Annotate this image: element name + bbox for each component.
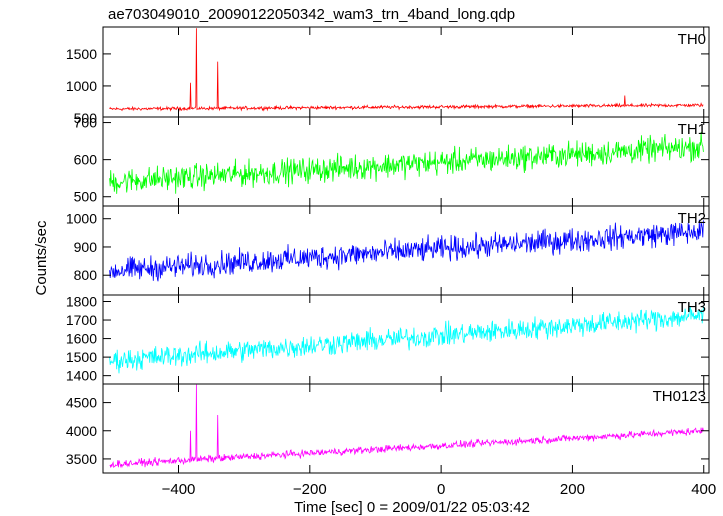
- panel-label-th1: TH1: [678, 121, 706, 138]
- y-tick-label: 1500: [66, 349, 97, 365]
- x-tick-label: 200: [560, 481, 585, 498]
- panel-label-th3: TH3: [678, 299, 706, 316]
- y-tick-label: 500: [74, 189, 98, 205]
- panel-th0: 500 1000 1500 TH0: [66, 26, 710, 126]
- panels-group: 500 1000 1500 TH0 500 600 700 TH1 800 900 1000 TH2 1…: [66, 26, 716, 498]
- panel-frame: [102, 26, 710, 118]
- panel-th2: 800 900 1000 TH2: [66, 205, 710, 296]
- y-tick-label: 1600: [66, 331, 97, 347]
- y-tick-label: 800: [74, 267, 98, 283]
- panel-th3: 1400 1500 1600 1700 1800 TH3: [66, 293, 710, 385]
- y-tick-label: 3500: [66, 451, 97, 467]
- y-tick-label: 600: [74, 152, 98, 168]
- series-line-th2: [109, 219, 704, 282]
- x-tick-label: −200: [293, 481, 327, 498]
- y-tick-label: 700: [74, 115, 98, 131]
- y-tick-label: 1400: [66, 368, 97, 384]
- panel-frame: [102, 383, 710, 474]
- y-tick-label: 500: [74, 110, 98, 126]
- panel-frame: [102, 116, 710, 207]
- series-line-th1: [109, 132, 704, 194]
- panel-th1: 500 600 700 TH1: [74, 115, 710, 207]
- series-line-th0123: [109, 384, 704, 469]
- panel-th0123: 3500 4000 4500 TH0123: [66, 383, 710, 474]
- panel-label-th2: TH2: [678, 210, 706, 227]
- y-tick-label: 1000: [66, 211, 97, 227]
- y-tick-label: 1000: [66, 78, 97, 94]
- panel-label-th0: TH0: [678, 31, 706, 48]
- y-tick-label: 4500: [66, 395, 97, 411]
- y-tick-label: 1700: [66, 312, 97, 328]
- y-axis-label: Counts/sec: [33, 220, 50, 296]
- x-tick-label: 0: [437, 481, 445, 498]
- chart-title: ae703049010_20090122050342_wam3_trn_4ban…: [108, 6, 515, 23]
- series-line-th3: [109, 306, 704, 374]
- y-tick-label: 1500: [66, 46, 97, 62]
- y-tick-label: 1800: [66, 293, 97, 309]
- y-tick-label: 900: [74, 239, 98, 255]
- series-line-th0: [109, 28, 704, 112]
- x-axis-label: Time [sec] 0 = 2009/01/22 05:03:42: [294, 499, 530, 516]
- panel-frame: [102, 294, 710, 385]
- panel-label-th0123: TH0123: [653, 388, 706, 405]
- y-tick-label: 4000: [66, 423, 97, 439]
- x-tick-label: −400: [162, 481, 196, 498]
- x-tick-label: 400: [691, 481, 716, 498]
